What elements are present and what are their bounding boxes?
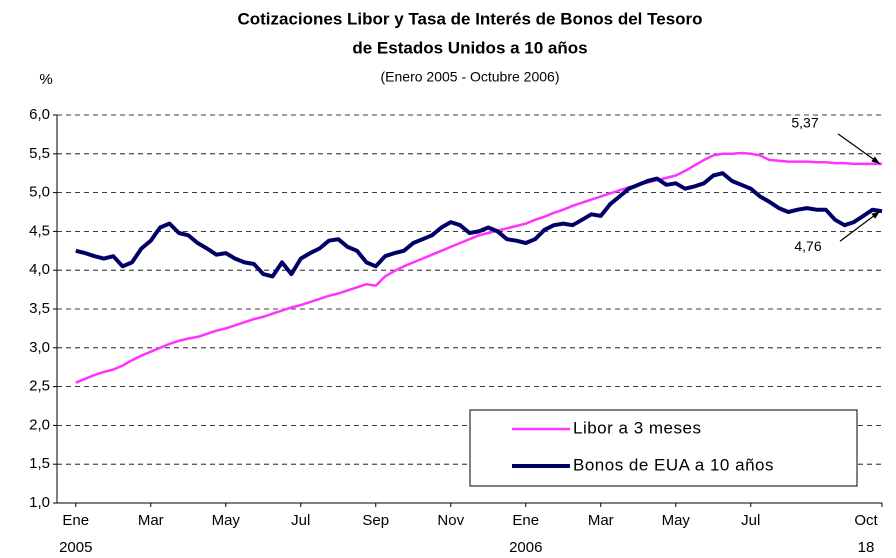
y-tick-label: 6,0 bbox=[29, 106, 50, 123]
annotation-arrow bbox=[837, 133, 881, 165]
legend-box bbox=[469, 409, 858, 487]
x-tick-label: Sep bbox=[362, 512, 390, 529]
annotation-arrowhead bbox=[871, 211, 880, 219]
y-tick-label: 5,5 bbox=[29, 145, 50, 162]
x-tick-label: Oct 18 bbox=[854, 512, 878, 556]
x-tick-label: Nov bbox=[437, 512, 465, 529]
legend-label: Bonos de EUA a 10 años bbox=[573, 455, 774, 474]
x-tick-label: Jul bbox=[291, 512, 311, 529]
chart-subtitle: (Enero 2005 - Octubre 2006) bbox=[381, 69, 560, 85]
y-axis-label: % bbox=[39, 71, 52, 88]
y-tick-label: 5,0 bbox=[29, 184, 50, 201]
y-tick-label: 1,0 bbox=[29, 494, 50, 511]
x-tick-label: Mar bbox=[587, 512, 614, 529]
x-tick-label: Ene 2006 bbox=[509, 512, 543, 556]
x-tick-label: May bbox=[661, 512, 690, 529]
y-tick-label: 2,0 bbox=[29, 416, 50, 433]
y-tick-label: 2,5 bbox=[29, 378, 50, 395]
y-tick-label: 3,5 bbox=[29, 300, 50, 317]
y-tick-label: 4,5 bbox=[29, 222, 50, 239]
chart-title: Cotizaciones Libor y Tasa de Interés de … bbox=[237, 9, 702, 28]
chart-title: de Estados Unidos a 10 años bbox=[352, 38, 587, 57]
legend-label: Libor a 3 meses bbox=[573, 418, 701, 437]
x-tick-label: Ene 2005 bbox=[59, 512, 93, 556]
annotation: 5,37 bbox=[791, 115, 818, 131]
y-tick-label: 4,0 bbox=[29, 261, 50, 278]
y-tick-label: 1,5 bbox=[29, 455, 50, 472]
x-tick-label: May bbox=[211, 512, 240, 529]
y-tick-label: 3,0 bbox=[29, 339, 50, 356]
x-tick-label: Mar bbox=[137, 512, 164, 529]
series-line bbox=[75, 151, 882, 384]
annotation-arrowhead bbox=[871, 156, 880, 164]
annotation: 4,76 bbox=[794, 238, 821, 254]
series-line bbox=[75, 171, 883, 279]
x-tick-label: Jul bbox=[741, 512, 761, 529]
